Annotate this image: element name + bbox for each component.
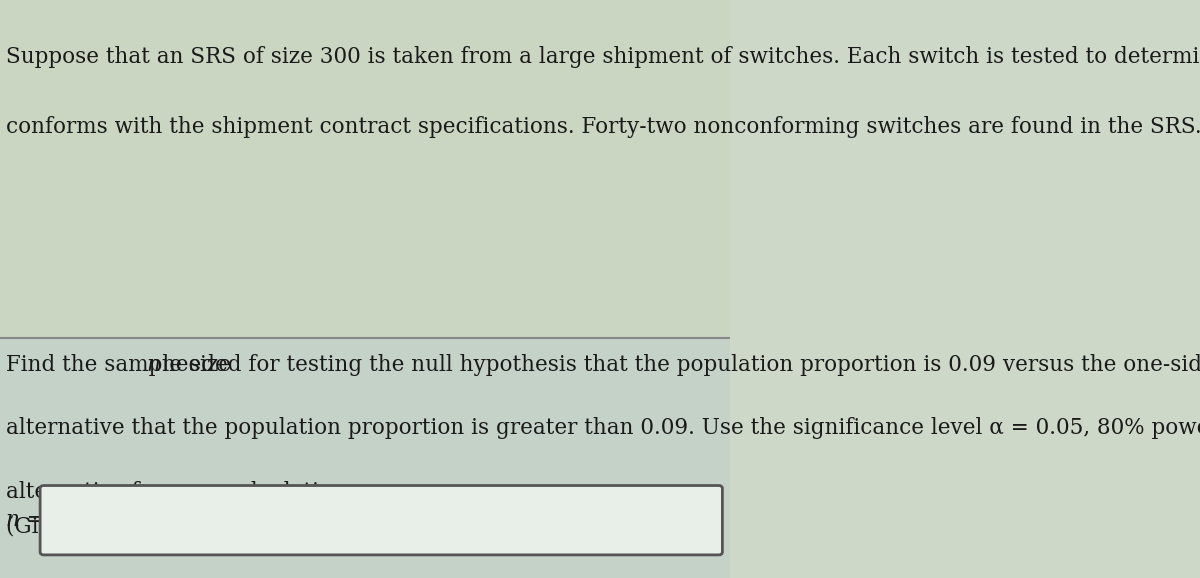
Text: Suppose that an SRS of size 300 is taken from a large shipment of switches. Each: Suppose that an SRS of size 300 is taken… xyxy=(6,46,1200,68)
FancyBboxPatch shape xyxy=(40,486,722,555)
Text: Find the sample size: Find the sample size xyxy=(6,354,238,376)
Bar xyxy=(0,338,730,578)
FancyBboxPatch shape xyxy=(0,0,730,338)
Text: alternative that the population proportion is greater than 0.09. Use the signifi: alternative that the population proporti… xyxy=(6,417,1200,439)
Text: n: n xyxy=(146,354,161,376)
Text: conforms with the shipment contract specifications. Forty-two nonconforming swit: conforms with the shipment contract spec… xyxy=(6,116,1200,138)
Bar xyxy=(0,0,730,338)
FancyBboxPatch shape xyxy=(0,338,730,578)
Text: needed for testing the null hypothesis that the population proportion is 0.09 ve: needed for testing the null hypothesis t… xyxy=(155,354,1200,376)
Text: n =: n = xyxy=(6,509,44,531)
Text: alternative for your calculations.: alternative for your calculations. xyxy=(6,481,364,503)
Text: (Give your answer as a whole number.): (Give your answer as a whole number.) xyxy=(6,516,433,538)
